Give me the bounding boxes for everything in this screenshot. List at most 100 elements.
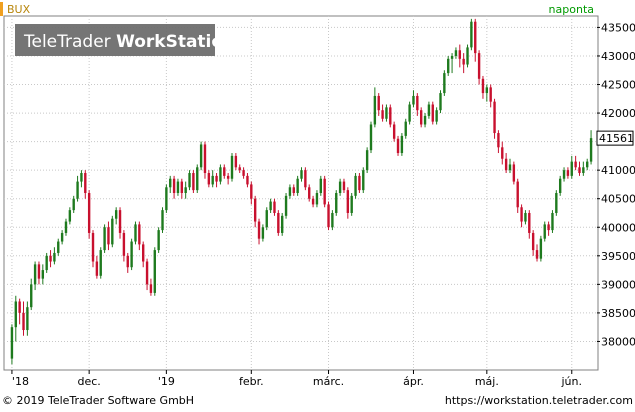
candle-body	[95, 261, 99, 276]
candle-body	[49, 255, 52, 262]
candle-body	[57, 241, 60, 253]
candle-body	[474, 21, 477, 54]
candle-body	[172, 178, 176, 193]
candle-body	[508, 164, 512, 171]
candle-body	[470, 21, 473, 48]
candle-body	[589, 138, 593, 162]
candle-body	[68, 210, 72, 222]
candle-body	[331, 212, 334, 228]
candle-body	[570, 161, 573, 176]
candle-body	[462, 58, 465, 65]
candle-body	[431, 104, 434, 122]
candle-body	[477, 53, 481, 79]
candle-body	[404, 121, 407, 136]
candle-body	[365, 150, 369, 171]
candle-body	[207, 173, 211, 185]
candle-body	[114, 210, 118, 219]
candle-body	[443, 73, 446, 94]
candle-body	[315, 193, 319, 205]
candle-body	[346, 190, 350, 213]
y-tick-label: 39500	[601, 250, 635, 263]
candle-body	[169, 178, 172, 188]
candle-body	[304, 170, 307, 188]
candle-body	[72, 198, 75, 211]
candle-body	[586, 161, 589, 168]
candle-body	[161, 210, 164, 231]
x-tick-label: ápr.	[403, 375, 424, 388]
candle-body	[292, 187, 295, 193]
candle-body	[327, 204, 330, 228]
candle-body	[111, 218, 114, 245]
candle-body	[558, 178, 562, 193]
candle-body	[381, 110, 384, 119]
candle-body	[335, 193, 338, 213]
candle-body	[219, 167, 222, 182]
candle-body	[234, 155, 238, 168]
candle-body	[481, 78, 485, 94]
y-tick-label: 42000	[601, 107, 635, 120]
candle-body	[493, 101, 496, 134]
candle-body	[211, 175, 214, 185]
y-tick-label: 43000	[601, 50, 635, 63]
candle-body	[153, 250, 156, 293]
candle-body	[273, 201, 276, 213]
candle-body	[184, 187, 187, 193]
x-tick-label: márc.	[313, 375, 344, 388]
candle-body	[300, 170, 303, 179]
candle-body	[296, 178, 299, 193]
candle-body	[551, 212, 554, 231]
candle-body	[338, 181, 342, 193]
candle-body	[192, 173, 195, 191]
candle-body	[64, 221, 68, 233]
candle-body	[165, 187, 168, 211]
candle-body	[427, 104, 431, 116]
candle-body	[223, 167, 226, 176]
candle-body	[555, 193, 558, 213]
candle-body	[30, 284, 33, 308]
y-axis: 38000 38500 39000 39500 40000 40500 41000 42000…	[597, 21, 635, 348]
x-tick-label: jún.	[561, 375, 583, 388]
candle-body	[37, 264, 41, 279]
candle-body	[280, 215, 284, 233]
x-tick-label: '19	[158, 375, 175, 388]
candle-body	[419, 110, 423, 125]
candle-body	[319, 178, 323, 193]
candle-body	[396, 138, 400, 154]
candle-body	[130, 241, 133, 268]
footer-url[interactable]: https://workstation.teletrader.com	[445, 394, 633, 407]
plot-frame	[3, 15, 599, 371]
candle-body	[176, 181, 180, 193]
candle-body	[84, 173, 87, 193]
candle-body	[323, 178, 326, 205]
candle-body	[369, 124, 373, 151]
candle-body	[257, 221, 261, 239]
x-tick-label: dec.	[78, 375, 101, 388]
y-tick-label: 39000	[601, 278, 635, 291]
candle-body	[180, 181, 184, 193]
last-price-value: 41561	[599, 132, 634, 145]
candle-body	[562, 170, 566, 179]
period-label: naponta	[549, 3, 594, 16]
symbol-label: BUX	[7, 3, 31, 16]
footer-background	[0, 392, 635, 408]
candle-body	[423, 115, 427, 125]
candle-body	[408, 104, 411, 122]
candle-body	[458, 50, 461, 59]
last-price-box	[596, 130, 634, 146]
last-price-badge: 41561	[596, 130, 634, 146]
candle-body	[138, 224, 141, 245]
candle-body	[497, 133, 500, 148]
candle-body	[250, 184, 253, 199]
candle-body	[512, 164, 516, 182]
candle-body	[578, 167, 581, 174]
watermark-box	[15, 24, 215, 56]
candle-body	[277, 212, 280, 233]
candle-body	[501, 147, 504, 159]
candle-body	[450, 55, 454, 59]
candle-body	[103, 227, 106, 251]
y-tick-label: 38500	[601, 307, 635, 320]
candle-body	[524, 212, 527, 222]
x-tick-label: febr.	[239, 375, 264, 388]
candle-body	[22, 312, 25, 331]
candle-body	[392, 124, 396, 139]
